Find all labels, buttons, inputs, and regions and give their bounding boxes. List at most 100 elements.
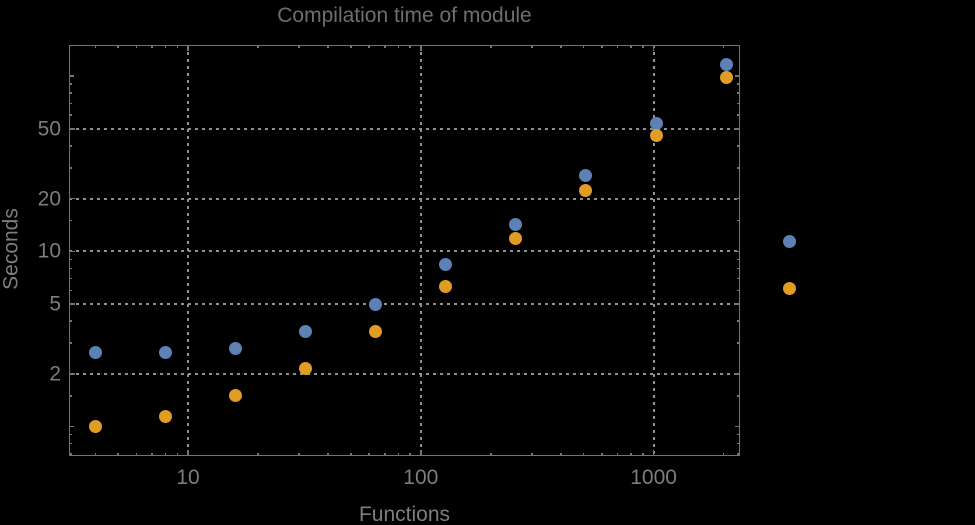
- y-tick: [69, 197, 75, 200]
- x-tick: [582, 45, 585, 48]
- data-point-series-1-x512: [579, 169, 593, 183]
- x-tick: [384, 45, 386, 48]
- x-tick: [257, 45, 259, 48]
- gridline-y-20: [69, 197, 740, 200]
- plot-area: 10 100 1000 2 5 10 20 50: [38, 45, 740, 488]
- data-point-series-1-x128: [439, 258, 453, 272]
- data-point-series-1-x32: [299, 324, 313, 338]
- y-tick-label-5: 5: [49, 292, 61, 316]
- x-tick: [151, 453, 153, 456]
- gridline-y-5: [69, 303, 740, 306]
- y-tick: [734, 128, 740, 130]
- data-point-series-1-x16: [229, 341, 243, 355]
- gridline-y-10: [69, 250, 740, 253]
- data-point-series-2-x1024: [649, 128, 663, 142]
- x-tick: [652, 45, 655, 51]
- x-tick: [560, 45, 562, 48]
- data-point-series-2-x32: [299, 361, 313, 375]
- y-tick: [737, 145, 740, 147]
- x-tick-label-100: 100: [403, 466, 439, 489]
- y-tick: [737, 433, 740, 436]
- x-tick: [327, 45, 329, 48]
- y-tick: [69, 167, 72, 169]
- x-tick: [397, 45, 400, 48]
- y-tick: [69, 289, 72, 292]
- y-tick: [737, 114, 740, 116]
- x-tick: [652, 450, 655, 456]
- data-point-series-2-x128: [439, 280, 453, 294]
- x-tick: [616, 45, 619, 48]
- x-tick: [368, 453, 370, 456]
- x-tick: [135, 453, 138, 456]
- y-tick: [69, 433, 72, 436]
- y-tick: [734, 250, 740, 253]
- y-tick: [734, 197, 740, 200]
- y-tick: [737, 219, 740, 222]
- x-tick-label-1000: 1000: [630, 466, 677, 489]
- x-tick: [630, 45, 632, 48]
- data-point-series-2-x4: [88, 420, 102, 434]
- x-tick: [368, 45, 370, 48]
- y-tick: [69, 425, 74, 428]
- y-axis-label: Seconds: [0, 208, 23, 290]
- x-tick: [397, 453, 400, 456]
- x-tick: [176, 45, 179, 48]
- y-tick: [735, 425, 740, 428]
- x-tick: [531, 45, 533, 48]
- x-tick: [117, 45, 119, 48]
- y-tick: [69, 258, 72, 261]
- x-tick: [642, 453, 644, 456]
- y-tick: [737, 167, 740, 169]
- x-tick: [298, 45, 300, 48]
- gridline-y-2: [69, 372, 740, 375]
- x-tick: [722, 453, 725, 456]
- chart-title: Compilation time of module: [277, 4, 532, 27]
- x-tick: [187, 450, 189, 456]
- y-tick: [737, 258, 740, 261]
- x-tick: [257, 453, 259, 456]
- y-tick: [737, 289, 740, 292]
- data-point-series-2-x16: [229, 389, 243, 403]
- x-tick: [117, 453, 119, 456]
- y-tick: [69, 114, 72, 116]
- x-tick: [164, 453, 167, 456]
- x-tick: [350, 45, 352, 48]
- y-tick: [69, 128, 75, 130]
- y-tick: [737, 442, 740, 445]
- y-tick: [737, 453, 740, 455]
- y-tick: [69, 92, 72, 94]
- y-tick: [734, 303, 740, 305]
- x-tick-label-10: 10: [176, 466, 200, 489]
- y-tick-label-10: 10: [37, 239, 61, 263]
- x-tick: [164, 45, 167, 48]
- y-tick: [737, 342, 740, 344]
- y-tick: [69, 145, 72, 147]
- data-point-series-1-x1024: [649, 116, 663, 130]
- x-tick: [94, 45, 97, 48]
- y-tick: [69, 267, 72, 270]
- y-tick: [735, 75, 740, 77]
- y-tick: [69, 219, 72, 222]
- data-point-series-1-x64: [369, 298, 383, 312]
- x-tick: [582, 453, 585, 456]
- data-point-series-2-x8: [158, 409, 172, 423]
- x-tick: [531, 453, 533, 456]
- y-tick: [69, 277, 72, 280]
- x-tick: [94, 453, 97, 456]
- data-point-series-2-x256: [509, 232, 523, 246]
- x-tick: [490, 45, 492, 48]
- x-axis-label: Functions: [358, 503, 451, 525]
- y-tick: [737, 267, 740, 270]
- x-tick: [420, 45, 422, 51]
- x-tick: [601, 45, 603, 48]
- data-point-series-1-x4: [88, 345, 102, 359]
- y-tick: [737, 277, 740, 280]
- y-tick: [69, 303, 75, 305]
- y-tick: [737, 102, 740, 105]
- y-tick: [69, 102, 72, 105]
- x-tick: [384, 453, 386, 456]
- x-tick: [642, 45, 644, 48]
- data-point-series-2-x64: [369, 324, 383, 338]
- data-point-series-1-x8: [158, 345, 172, 359]
